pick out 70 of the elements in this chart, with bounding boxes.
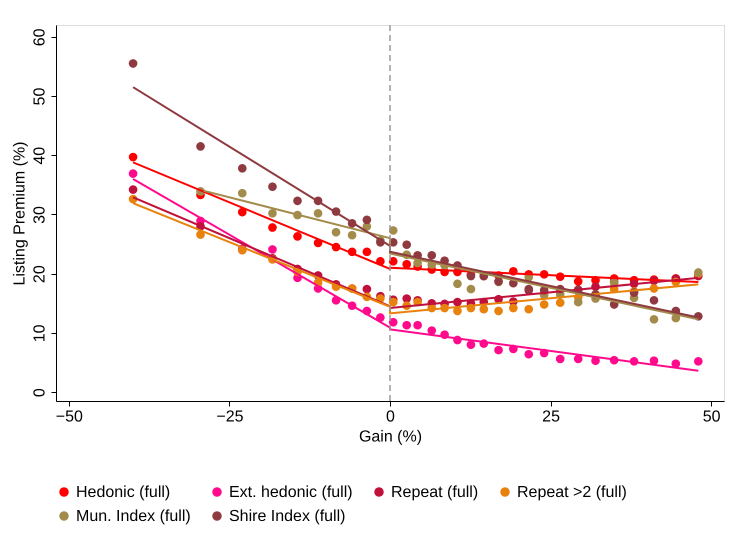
y-tick-label: 60 [32, 28, 48, 46]
x-axis-title: Gain (%) [358, 428, 422, 446]
legend-label: Repeat (full) [391, 484, 478, 501]
point [427, 326, 436, 335]
legend-label: Ext. hedonic (full) [229, 484, 353, 501]
point [128, 169, 138, 178]
point [524, 350, 534, 359]
point [128, 152, 138, 162]
y-tick-label: 30 [32, 206, 48, 224]
point [574, 354, 583, 364]
point [268, 245, 277, 254]
point [128, 59, 138, 68]
point [556, 354, 565, 364]
point [402, 240, 412, 249]
point [556, 298, 565, 308]
x-tick-label: −50 [56, 408, 84, 426]
x-tick-label: 0 [386, 408, 396, 426]
point [494, 346, 503, 354]
point [466, 340, 476, 350]
point [238, 188, 247, 198]
point [362, 247, 372, 256]
point [574, 298, 583, 306]
point [268, 223, 277, 232]
point [413, 320, 422, 330]
y-tick-label: 40 [32, 146, 48, 165]
point [494, 306, 503, 316]
point [128, 185, 138, 194]
y-axis-title: Listing Premium (%) [12, 141, 28, 286]
point [362, 284, 372, 294]
point [314, 208, 322, 218]
x-tick-label: 25 [542, 408, 560, 426]
legend-label: Hedonic (full) [76, 484, 170, 501]
point [388, 226, 398, 235]
legend-label: Repeat >2 (full) [517, 484, 627, 501]
point [388, 256, 398, 266]
point [466, 284, 476, 294]
point [238, 164, 247, 173]
point [348, 230, 356, 240]
point [650, 314, 658, 324]
point [388, 318, 398, 327]
point [671, 359, 680, 368]
point [238, 208, 247, 216]
point [362, 215, 372, 224]
legend-label: Shire Index (full) [229, 508, 346, 525]
x-tick-label: −25 [216, 408, 244, 426]
point [268, 182, 277, 191]
x-tick-label: 50 [702, 408, 721, 426]
point [402, 320, 412, 330]
point [453, 279, 462, 288]
point [332, 228, 340, 237]
point [508, 304, 518, 312]
point [524, 304, 534, 314]
point [293, 232, 302, 241]
point [402, 294, 412, 303]
point [427, 251, 436, 260]
point [540, 300, 548, 309]
y-tick-label: 0 [32, 388, 48, 398]
point [293, 196, 302, 206]
y-tick-label: 10 [32, 324, 48, 342]
y-tick-label: 20 [32, 265, 48, 284]
y-tick-label: 50 [32, 88, 48, 106]
legend-label: Mun. Index (full) [76, 508, 191, 525]
point [574, 277, 583, 286]
point [268, 208, 277, 218]
point [196, 142, 205, 151]
point [388, 298, 398, 306]
point [694, 357, 703, 366]
point [402, 260, 412, 269]
point [479, 304, 488, 314]
point [650, 296, 658, 305]
